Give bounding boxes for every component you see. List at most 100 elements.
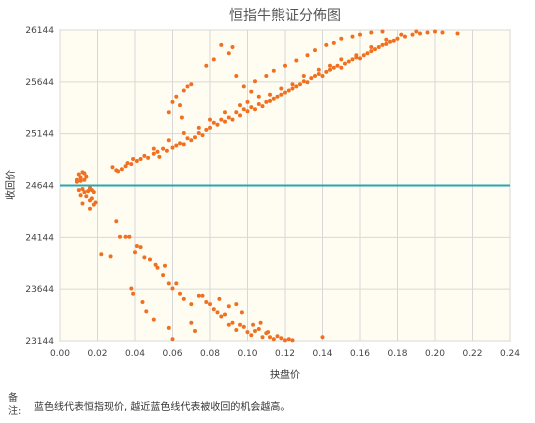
x-axis-label: 抉盘价 (270, 368, 300, 381)
x-tick-label: 0.08 (200, 349, 220, 359)
data-point (219, 42, 224, 47)
data-point (151, 151, 156, 156)
data-point (123, 234, 128, 239)
data-point (91, 190, 96, 195)
data-point (264, 74, 269, 78)
x-tick-label: 0.16 (350, 349, 370, 359)
data-point (208, 302, 212, 307)
data-point (354, 53, 359, 58)
data-point (373, 47, 377, 52)
data-point (256, 102, 261, 106)
data-point (155, 149, 160, 154)
data-point (350, 57, 355, 62)
x-tick-label: 0.22 (462, 349, 482, 359)
scatter-chart: 恒指牛熊证分佈图 2314423644241442464425144256442… (4, 7, 520, 381)
data-point (253, 329, 257, 333)
data-point (157, 154, 162, 159)
data-point (391, 38, 396, 43)
data-point (256, 327, 261, 331)
data-point (313, 74, 317, 78)
data-point (418, 31, 422, 36)
data-point (142, 153, 147, 158)
data-point (151, 146, 156, 151)
data-point (249, 105, 254, 110)
data-point (153, 262, 158, 267)
data-point (234, 74, 239, 78)
y-axis-ticks: 23144 23644 24144 24644 25144 25644 26144 (25, 26, 54, 347)
data-point (151, 317, 156, 322)
data-point (114, 219, 119, 224)
data-point (148, 257, 152, 262)
data-point (181, 142, 186, 147)
data-point (380, 29, 385, 34)
data-point (271, 337, 276, 342)
data-point (223, 312, 227, 317)
data-point (395, 36, 400, 41)
x-tick-label: 0.24 (500, 349, 520, 359)
data-point (238, 322, 242, 327)
data-point (123, 164, 128, 169)
y-axis-label: 收回价 (4, 170, 17, 200)
data-point (189, 302, 194, 307)
data-point (226, 322, 231, 327)
data-point (170, 286, 175, 291)
data-point (260, 104, 265, 109)
data-point (211, 57, 216, 62)
data-point (234, 328, 239, 332)
data-point (200, 133, 205, 138)
data-point (174, 281, 179, 286)
data-point (181, 131, 186, 135)
data-point (78, 175, 83, 180)
note-text: 蓝色线代表恒指现价, 越近蓝色线代表被收回的机会越高。 (34, 402, 291, 413)
data-point (328, 67, 332, 72)
chart-title: 恒指牛熊证分佈图 (229, 7, 341, 24)
data-point (230, 45, 235, 49)
data-point (82, 190, 87, 195)
data-point (275, 94, 280, 99)
data-point (230, 320, 235, 325)
data-point (433, 29, 437, 34)
data-point (331, 40, 336, 45)
data-point (189, 138, 194, 143)
data-point (196, 131, 201, 135)
data-point (226, 304, 231, 309)
data-point (119, 167, 124, 172)
data-point (440, 30, 445, 35)
data-point (185, 136, 190, 141)
data-point (166, 325, 171, 330)
data-point (131, 157, 136, 161)
data-point (414, 29, 419, 34)
data-point (170, 145, 175, 150)
data-point (166, 281, 171, 286)
data-point (365, 51, 370, 56)
data-point (294, 58, 299, 63)
data-point (133, 250, 137, 255)
data-point (286, 88, 291, 93)
data-point (279, 336, 284, 341)
data-point (268, 98, 272, 103)
data-point (369, 45, 374, 49)
data-point (298, 82, 302, 87)
y-tick-label: 24144 (25, 233, 54, 243)
data-point (290, 338, 295, 343)
data-point (86, 189, 91, 194)
data-point (358, 56, 362, 61)
data-point (245, 99, 250, 104)
data-point (93, 200, 98, 205)
x-tick-label: 0.14 (312, 349, 332, 359)
data-point (129, 286, 134, 291)
data-point (181, 88, 186, 93)
data-point (211, 307, 216, 312)
data-point (305, 53, 310, 58)
data-point (178, 291, 182, 296)
data-point (335, 63, 340, 68)
y-tick-label: 25644 (25, 78, 54, 88)
data-point (125, 161, 130, 166)
data-point (283, 338, 287, 343)
data-point (193, 135, 197, 140)
data-point (127, 234, 132, 239)
data-point (328, 63, 332, 68)
data-point (241, 324, 246, 329)
data-point (215, 122, 220, 127)
data-point (134, 244, 139, 248)
